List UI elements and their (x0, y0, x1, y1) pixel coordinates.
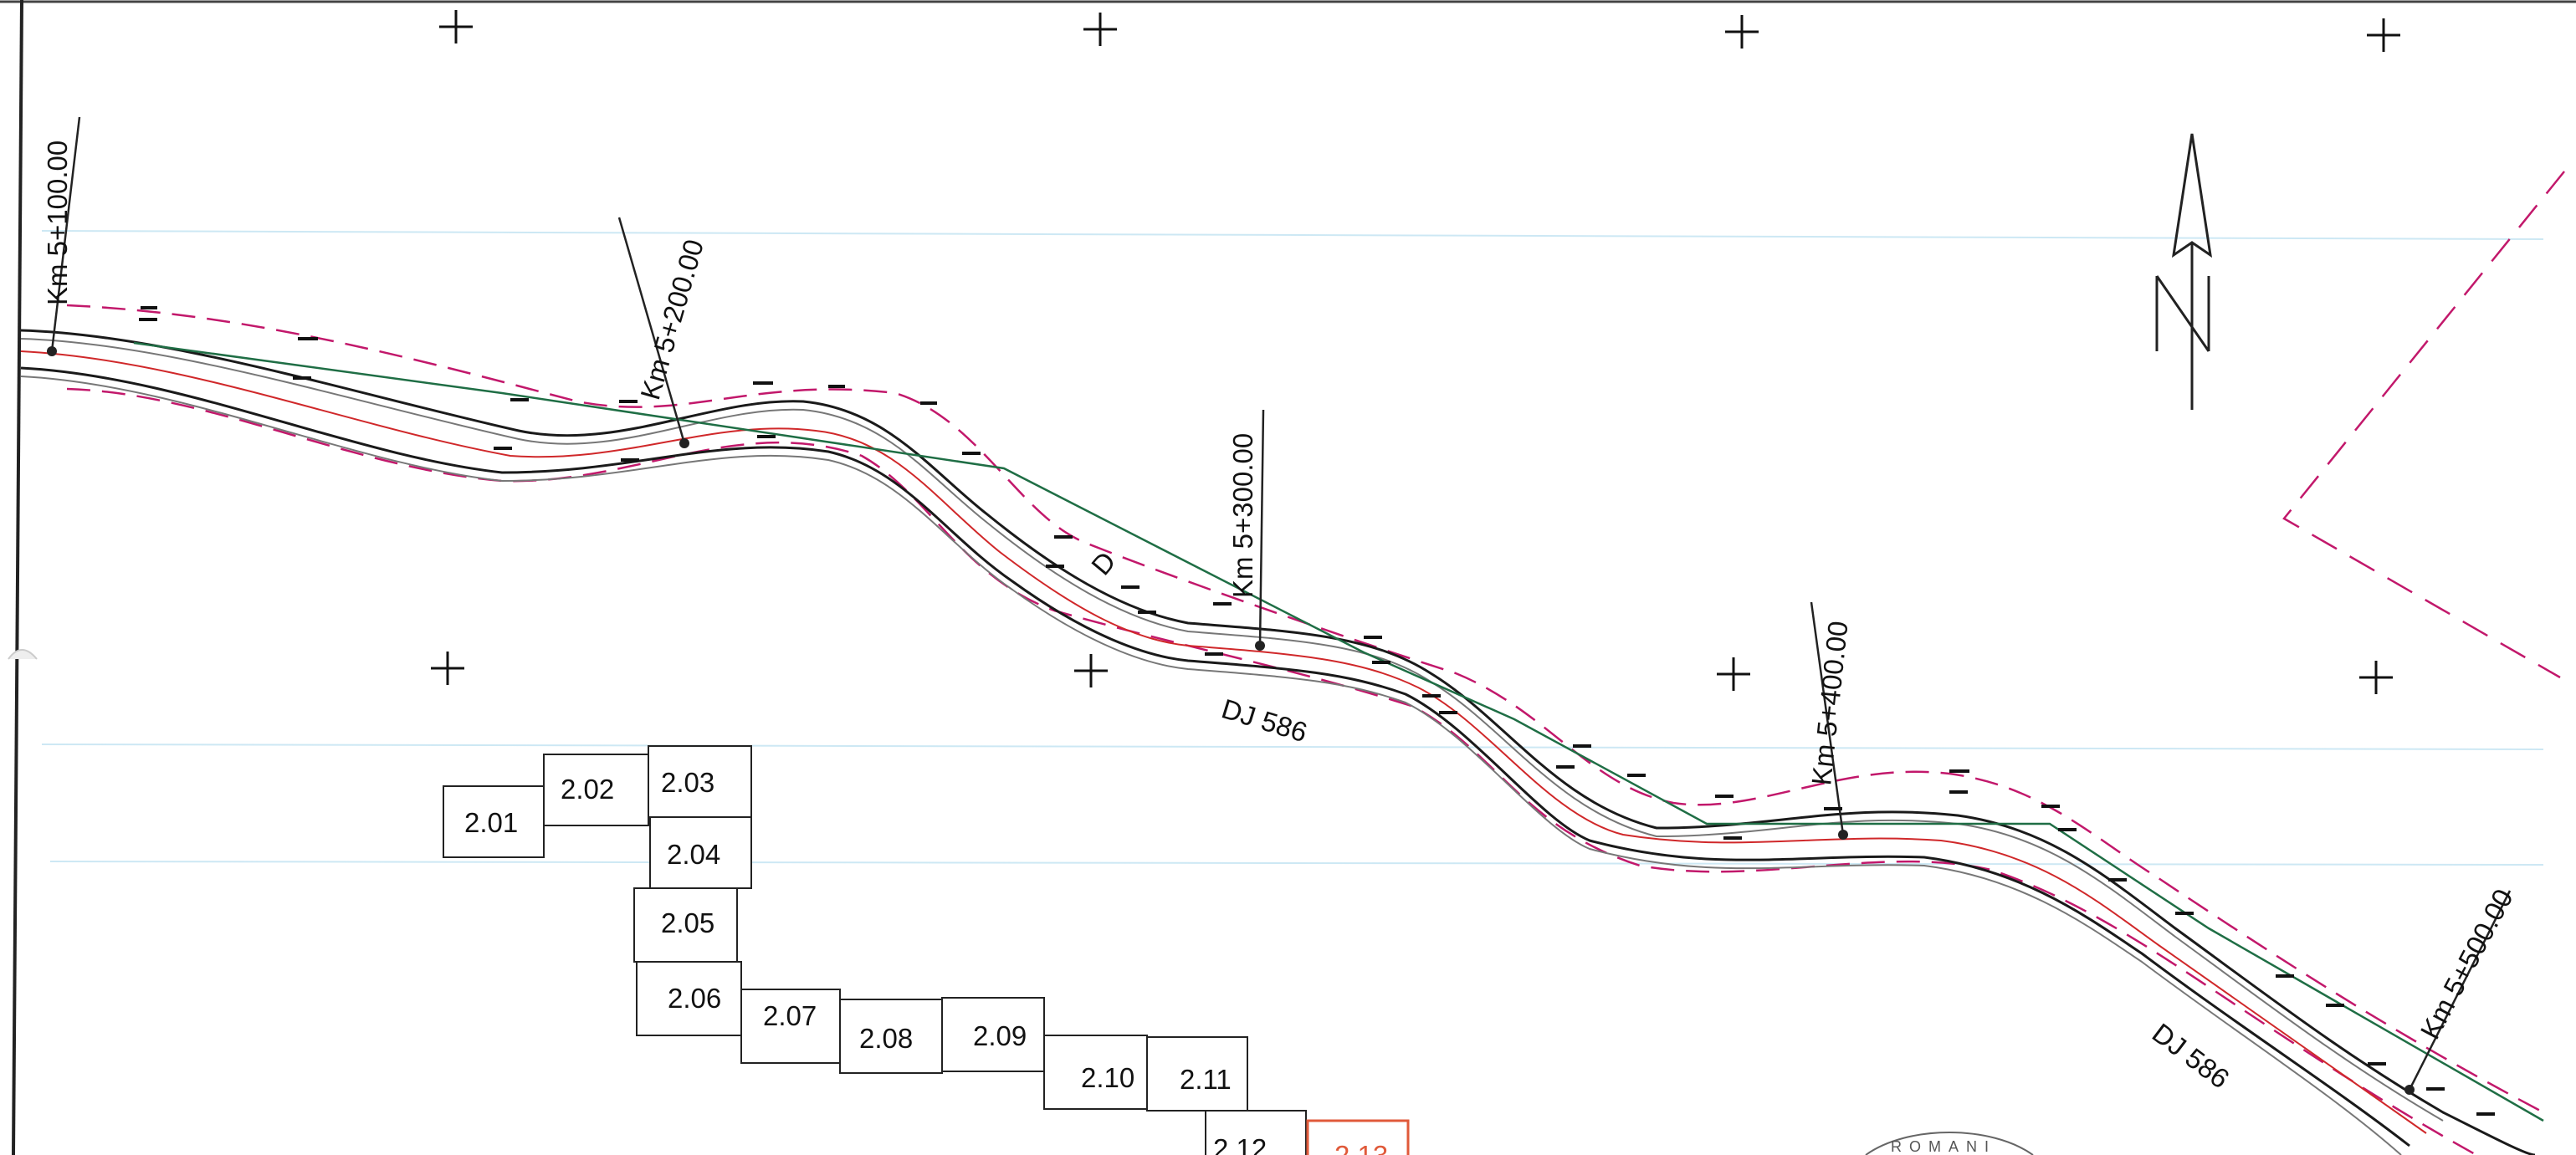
station-point-icon (47, 346, 57, 356)
sheet-cell[interactable]: 2.01 (443, 785, 545, 858)
sheet-cell-label: 2.08 (859, 1023, 913, 1054)
station-5-500: Km 5+500.00 (2404, 884, 2519, 1095)
station-point-icon (1255, 641, 1265, 651)
grid-cross-icon (1717, 657, 1750, 691)
sheet-cell-label: 2.02 (561, 774, 614, 805)
grid-cross-icon (1725, 15, 1759, 49)
seal-text: ROMANI (1891, 1138, 1996, 1155)
sheet-cell-label: 2.09 (973, 1020, 1027, 1051)
sheet-cell-label: 2.12 (1213, 1133, 1267, 1155)
station-5-100: Km 5+100.00 (42, 116, 81, 356)
sheet-cell[interactable]: 2.02 (543, 754, 649, 826)
sheet-cell[interactable]: 2.08 (839, 999, 943, 1074)
background-grid (41, 230, 2544, 866)
grid-cross-icon (439, 10, 473, 43)
right-of-way-boundary (66, 171, 2565, 1155)
road-annotations (139, 306, 2495, 1116)
sheet-index: 2.01 2.02 2.03 2.04 2.05 2.06 2.07 2.08 (443, 745, 1410, 1155)
grid-cross-icon (1074, 654, 1108, 687)
sheet-cell[interactable]: 2.09 (941, 997, 1045, 1072)
sheet-cell[interactable]: 2.07 (740, 989, 841, 1064)
road-edges (20, 329, 2536, 1155)
station-5-400: Km 5+400.00 (1805, 601, 1854, 840)
sheet-cell[interactable]: 2.04 (649, 816, 752, 889)
sheet-cell-label: 2.07 (763, 1000, 817, 1031)
sheet-cell-label: 2.10 (1081, 1062, 1134, 1093)
road-label: DJ 586 (1218, 692, 1311, 748)
sheet-cell-label: 2.13 (1334, 1140, 1388, 1155)
station-label-5-500: Km 5+500.00 (2415, 884, 2519, 1045)
sheet-cell[interactable]: 2.11 (1146, 1036, 1248, 1112)
road-axis (20, 350, 2427, 1134)
sheet-cell[interactable]: 2.05 (633, 887, 738, 963)
grid-cross-icon (431, 652, 464, 685)
station-5-300: Km 5+300.00 (1227, 409, 1265, 651)
grid-crosses (431, 10, 2400, 694)
grid-cross-icon (1083, 13, 1117, 46)
sheet-cell-label: 2.04 (667, 839, 720, 870)
road-label: DJ 586 (2147, 1017, 2235, 1094)
section-marker-icon: D (1085, 545, 1122, 580)
sheet-cell-highlighted[interactable]: 2.13 (1306, 1119, 1410, 1155)
station-label-5-300: Km 5+300.00 (1227, 433, 1258, 598)
punch-hole (8, 649, 38, 660)
survey-line (133, 341, 2544, 1122)
sheet-cell[interactable]: 2.10 (1043, 1035, 1148, 1110)
sheet-cell-label: 2.01 (464, 807, 518, 838)
sheet-cell[interactable]: 2.12 (1205, 1110, 1307, 1155)
station-label-5-200: Km 5+200.00 (634, 236, 709, 403)
station-point-icon (2404, 1085, 2415, 1095)
grid-cross-icon (2359, 661, 2393, 694)
grid-cross-icon (2367, 18, 2400, 52)
seal-icon: ROMANI (1865, 1132, 2034, 1155)
station-point-icon (1838, 830, 1848, 840)
station-markers: Km 5+100.00 Km 5+200.00 Km 5+300.00 Km 5… (42, 116, 2519, 1095)
sheet-cell[interactable]: 2.06 (636, 961, 742, 1036)
station-label-5-100: Km 5+100.00 (42, 141, 73, 305)
sheet-cell-label: 2.05 (661, 907, 714, 938)
sheet-cell[interactable]: 2.03 (648, 745, 752, 818)
sheet-cell-label: 2.06 (668, 983, 721, 1014)
station-point-icon (679, 438, 689, 448)
station-label-5-400: Km 5+400.00 (1805, 620, 1853, 787)
north-arrow-icon (2155, 133, 2212, 410)
sheet-cell-label: 2.03 (661, 767, 714, 798)
sheet-cell-label: 2.11 (1180, 1064, 1232, 1095)
